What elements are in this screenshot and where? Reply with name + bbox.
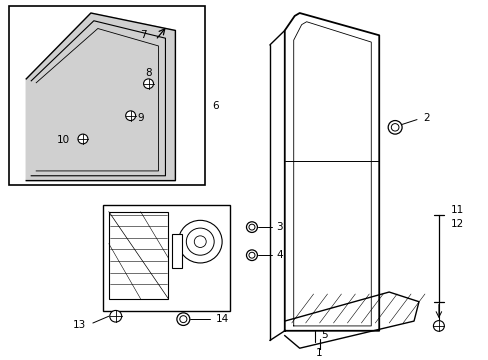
Circle shape — [390, 123, 398, 131]
Polygon shape — [284, 13, 379, 331]
Circle shape — [387, 121, 401, 134]
Circle shape — [186, 228, 214, 255]
Text: 7: 7 — [140, 30, 146, 40]
Bar — [108, 212, 168, 299]
Text: 10: 10 — [56, 135, 69, 145]
Bar — [9, 6, 205, 185]
Text: 1: 1 — [316, 348, 322, 358]
Text: 14: 14 — [215, 314, 228, 324]
Circle shape — [178, 220, 222, 263]
Circle shape — [246, 250, 257, 261]
Circle shape — [78, 134, 88, 144]
Text: 4: 4 — [276, 250, 283, 260]
Text: 11: 11 — [450, 205, 463, 215]
Circle shape — [246, 222, 257, 233]
Bar — [102, 205, 230, 311]
Text: 9: 9 — [137, 113, 143, 123]
Text: 5: 5 — [321, 330, 327, 339]
Circle shape — [432, 321, 444, 331]
Bar — [172, 234, 182, 268]
Text: 6: 6 — [211, 101, 218, 111]
Polygon shape — [284, 292, 418, 348]
Circle shape — [177, 313, 189, 325]
Text: 8: 8 — [145, 68, 152, 78]
Polygon shape — [26, 13, 175, 181]
Circle shape — [248, 252, 254, 258]
Circle shape — [248, 224, 254, 230]
Text: 13: 13 — [72, 320, 85, 330]
Circle shape — [180, 316, 186, 323]
Circle shape — [109, 310, 122, 322]
Circle shape — [143, 79, 153, 89]
Text: 12: 12 — [450, 219, 463, 229]
Text: 3: 3 — [276, 222, 283, 232]
Circle shape — [194, 236, 206, 247]
Text: 2: 2 — [423, 113, 429, 123]
Circle shape — [125, 111, 135, 121]
